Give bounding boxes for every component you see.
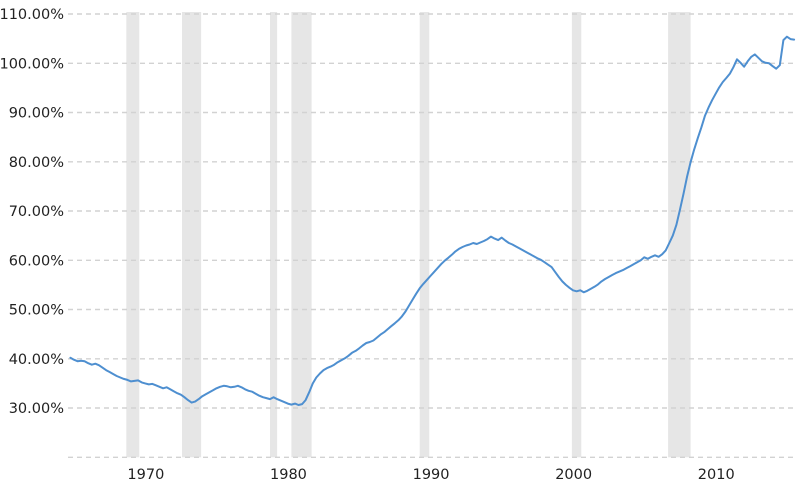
recession-band	[126, 12, 140, 458]
recession-band	[270, 12, 278, 458]
y-axis-tick-label: 110.00%	[0, 7, 64, 23]
data-line[interactable]	[69, 35, 796, 406]
y-axis-tick-label: 100.00%	[0, 56, 64, 72]
y-axis-tick-label: 90.00%	[9, 106, 64, 122]
recession-band	[668, 12, 691, 458]
x-axis-tick-label: 1970	[127, 467, 164, 483]
x-axis-labels: 1970 1980 1990 2000 2010	[127, 467, 734, 483]
gridlines-layer	[68, 13, 795, 458]
y-axis-tick-label: 30.00%	[9, 401, 64, 417]
y-axis-tick-label: 50.00%	[9, 303, 64, 319]
x-axis-tick-label: 1990	[413, 467, 450, 483]
recession-band	[571, 12, 582, 458]
recession-band	[182, 12, 202, 458]
x-axis-tick-label: 2000	[555, 467, 592, 483]
y-axis-tick-label: 60.00%	[9, 253, 64, 269]
x-axis-tick-label: 1980	[270, 467, 307, 483]
recession-band	[419, 12, 430, 458]
y-axis-tick-label: 40.00%	[9, 352, 64, 368]
y-axis-tick-label: 80.00%	[9, 155, 64, 171]
recession-band	[291, 12, 312, 458]
x-axis-tick-label: 2010	[698, 467, 735, 483]
y-axis-labels: 110.00% 100.00% 90.00% 80.00% 70.00% 60.00% 50…	[0, 7, 64, 417]
recession-bands-layer	[126, 12, 691, 458]
y-axis-tick-label: 70.00%	[9, 204, 64, 220]
